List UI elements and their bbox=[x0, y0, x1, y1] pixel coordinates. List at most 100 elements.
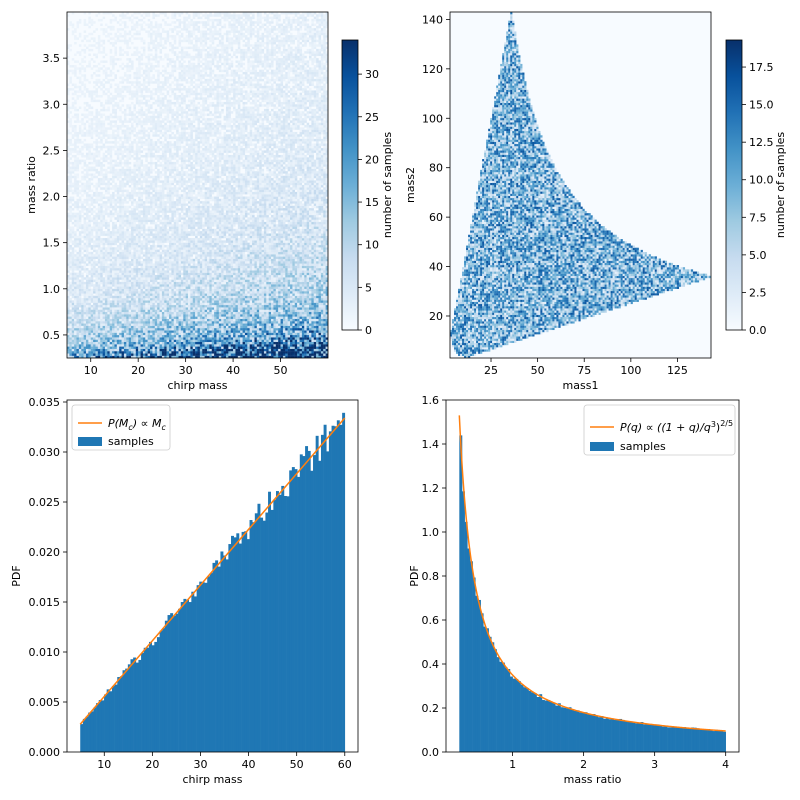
heatmap-cell bbox=[145, 85, 148, 89]
heatmap-cell bbox=[102, 136, 106, 140]
heatmap-cell bbox=[97, 145, 101, 149]
heatmap-cell bbox=[85, 302, 89, 306]
heatmap-cell bbox=[152, 118, 155, 121]
heatmap-cell bbox=[119, 148, 122, 151]
heatmap-cell bbox=[152, 221, 155, 225]
heatmap-cell bbox=[123, 138, 127, 142]
heatmap-cell bbox=[102, 201, 106, 204]
heatmap-cell bbox=[169, 71, 172, 75]
heatmap-cell bbox=[90, 198, 94, 202]
heatmap-cell bbox=[128, 106, 132, 110]
heatmap-cell bbox=[90, 318, 94, 322]
heatmap-cell bbox=[74, 131, 77, 135]
heatmap-cell bbox=[169, 159, 172, 163]
heatmap-cell bbox=[88, 189, 91, 193]
heatmap-cell bbox=[76, 348, 80, 352]
heatmap-cell bbox=[142, 316, 146, 319]
heatmap-cell bbox=[90, 346, 94, 349]
heatmap-cell bbox=[95, 339, 98, 343]
heatmap-cell bbox=[147, 321, 151, 324]
heatmap-cell bbox=[81, 274, 84, 278]
heatmap-cell bbox=[114, 138, 117, 142]
heatmap-cell bbox=[109, 258, 113, 262]
heatmap-cell bbox=[67, 263, 70, 266]
heatmap-cell bbox=[83, 254, 87, 257]
heatmap-cell bbox=[166, 58, 170, 61]
heatmap-cell bbox=[74, 60, 77, 63]
heatmap-cell bbox=[102, 60, 106, 63]
heatmap-cell bbox=[85, 311, 89, 315]
heatmap-cell bbox=[157, 270, 160, 273]
heatmap-cell bbox=[95, 122, 98, 126]
heatmap-cell bbox=[112, 258, 115, 262]
heatmap-cell bbox=[142, 51, 146, 54]
heatmap-cell bbox=[109, 300, 113, 303]
heatmap-cell bbox=[107, 180, 110, 183]
heatmap-cell bbox=[138, 37, 141, 40]
heatmap-cell bbox=[135, 120, 139, 123]
heatmap-cell bbox=[102, 131, 106, 135]
heatmap-cell bbox=[95, 111, 98, 114]
heatmap-cell bbox=[97, 355, 101, 358]
heatmap-cell bbox=[67, 224, 70, 227]
heatmap-cell bbox=[123, 249, 127, 253]
heatmap-cell bbox=[107, 288, 110, 292]
heatmap-cell bbox=[90, 288, 94, 292]
heatmap-cell bbox=[83, 185, 87, 188]
heatmap-cell bbox=[150, 65, 153, 68]
heatmap-cell bbox=[128, 217, 132, 220]
heatmap-cell bbox=[69, 196, 72, 199]
heatmap-cell bbox=[114, 74, 117, 77]
heatmap-cell bbox=[157, 325, 160, 329]
heatmap-cell bbox=[90, 228, 94, 232]
heatmap-cell bbox=[114, 235, 117, 239]
heatmap-cell bbox=[142, 81, 146, 84]
heatmap-cell bbox=[97, 67, 101, 70]
heatmap-cell bbox=[88, 127, 91, 130]
heatmap-cell bbox=[109, 309, 113, 313]
heatmap-cell bbox=[138, 254, 141, 257]
heatmap-cell bbox=[78, 224, 82, 227]
heatmap-cell bbox=[145, 272, 148, 276]
heatmap-cell bbox=[95, 120, 98, 123]
heatmap-cell bbox=[76, 304, 80, 308]
heatmap-cell bbox=[150, 337, 153, 340]
heatmap-cell bbox=[116, 337, 120, 340]
heatmap-cell bbox=[128, 238, 132, 241]
heatmap-cell bbox=[133, 334, 136, 338]
heatmap-cell bbox=[147, 198, 151, 202]
heatmap-cell bbox=[119, 224, 122, 227]
heatmap-cell bbox=[69, 351, 72, 354]
heatmap-cell bbox=[166, 314, 170, 317]
heatmap-cell bbox=[116, 277, 120, 280]
heatmap-cell bbox=[131, 81, 134, 84]
heatmap-cell bbox=[112, 37, 115, 40]
heatmap-cell bbox=[102, 261, 106, 264]
heatmap-cell bbox=[150, 185, 153, 188]
heatmap-cell bbox=[93, 341, 96, 345]
heatmap-cell bbox=[154, 263, 158, 266]
heatmap-cell bbox=[119, 261, 122, 264]
heatmap-cell bbox=[157, 263, 160, 266]
heatmap-cell bbox=[147, 210, 151, 213]
heatmap-cell bbox=[95, 46, 98, 50]
heatmap-cell bbox=[161, 194, 165, 197]
heatmap-cell bbox=[126, 307, 129, 310]
heatmap-cell bbox=[164, 129, 167, 133]
heatmap-cell bbox=[90, 90, 94, 93]
heatmap-cell bbox=[145, 67, 148, 70]
heatmap-cell bbox=[123, 221, 127, 225]
heatmap-cell bbox=[74, 214, 77, 218]
heatmap-cell bbox=[150, 263, 153, 266]
heatmap-cell bbox=[90, 127, 94, 130]
heatmap-cell bbox=[150, 325, 153, 329]
heatmap-cell bbox=[133, 268, 136, 271]
heatmap-cell bbox=[166, 351, 170, 354]
heatmap-cell bbox=[140, 247, 144, 250]
heatmap-cell bbox=[88, 334, 91, 338]
heatmap-cell bbox=[76, 235, 80, 239]
heatmap-cell bbox=[128, 295, 132, 299]
heatmap-cell bbox=[109, 125, 113, 128]
heatmap-cell bbox=[154, 58, 158, 61]
heatmap-cell bbox=[69, 348, 72, 352]
